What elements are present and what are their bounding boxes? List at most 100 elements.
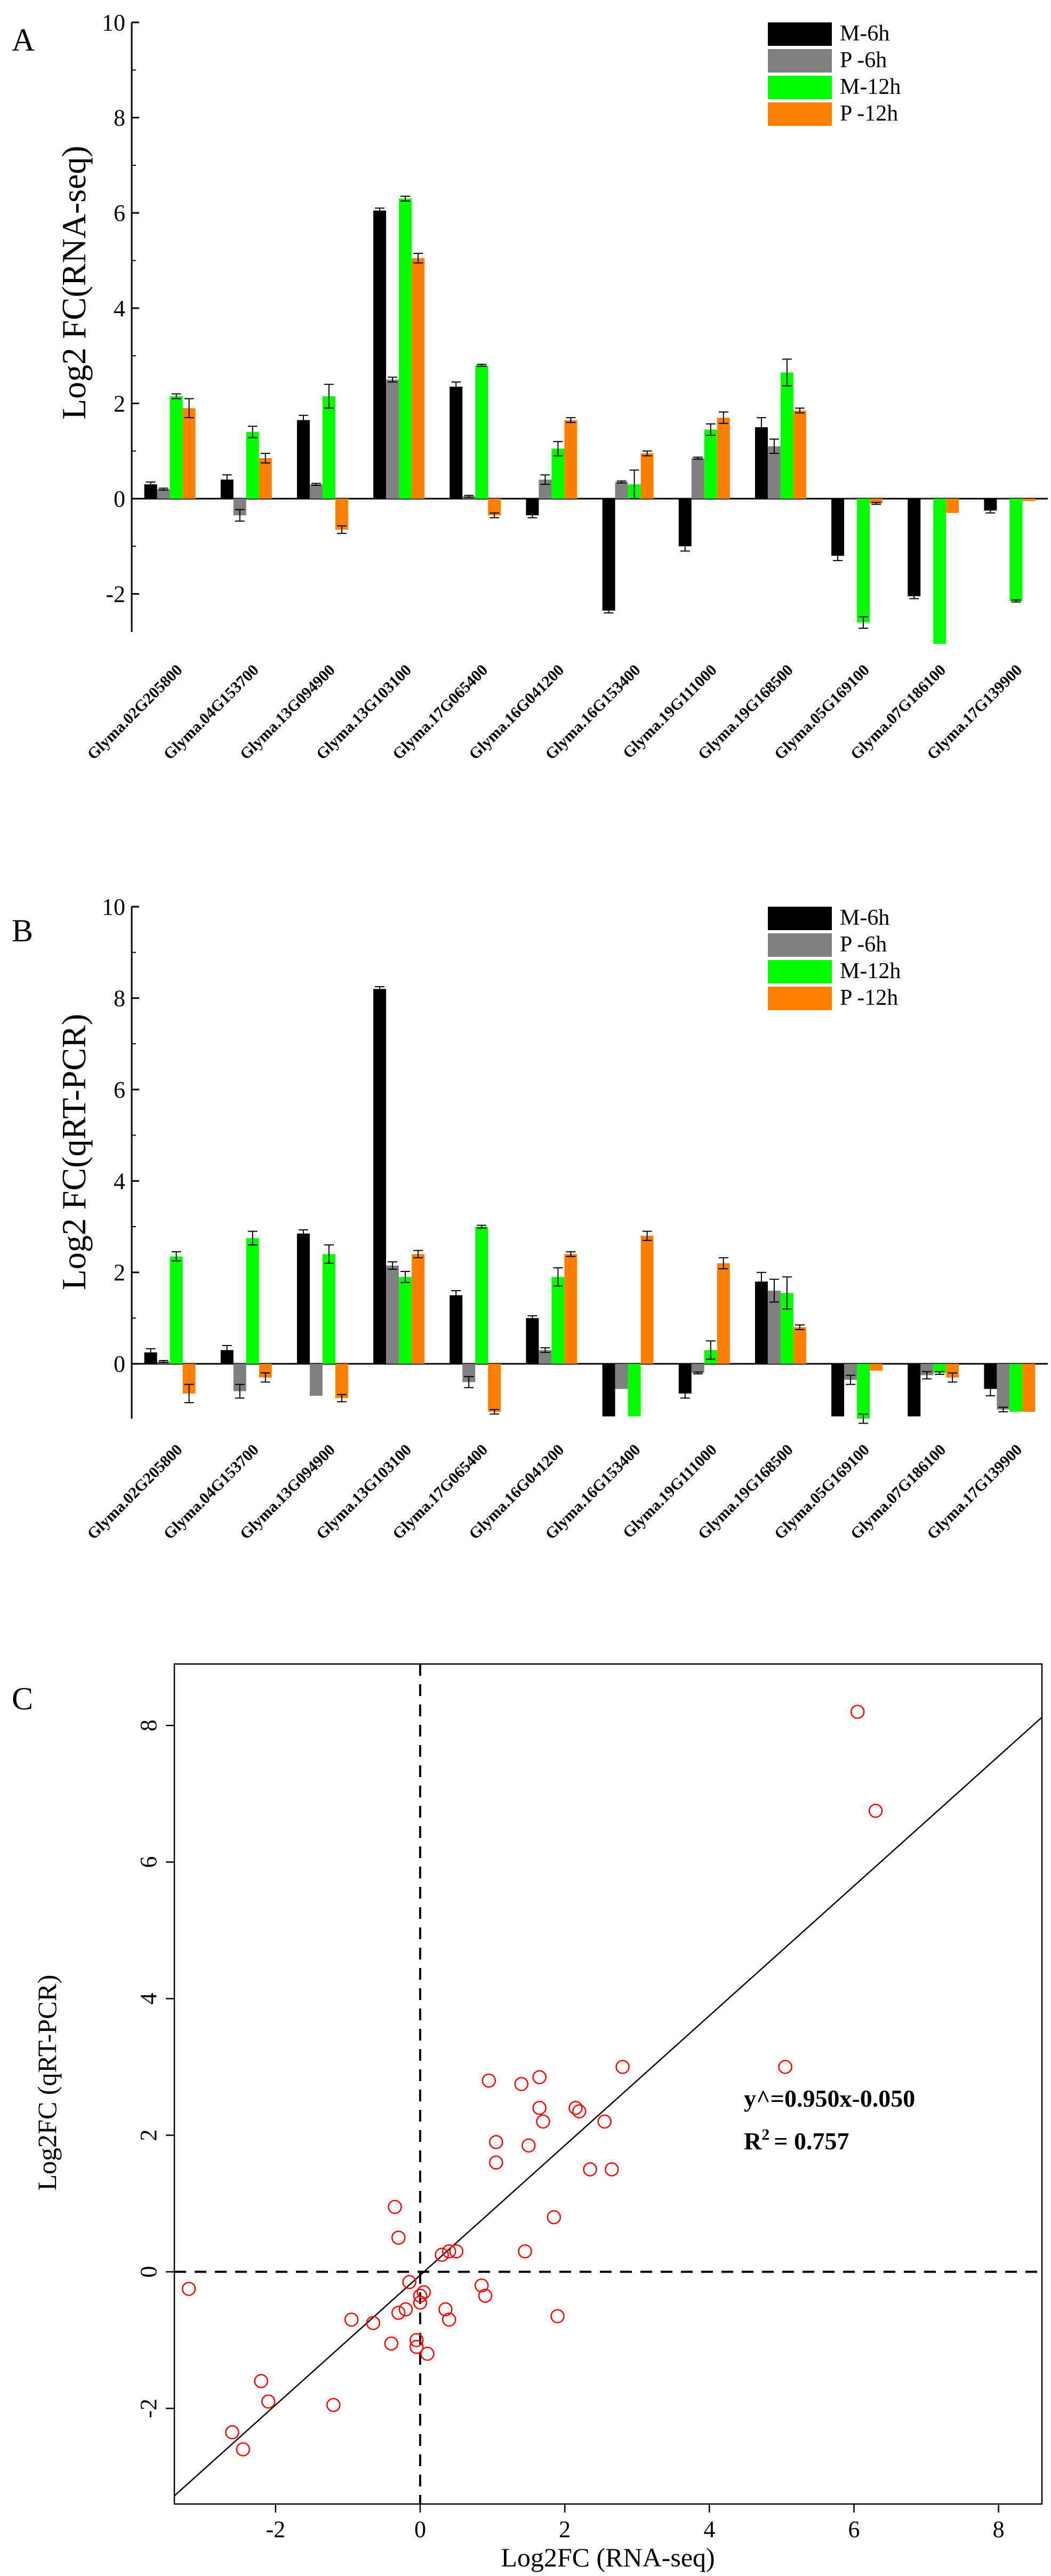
bar <box>602 498 615 611</box>
bar <box>908 498 921 597</box>
bar <box>373 210 387 499</box>
bar <box>793 410 806 499</box>
panel-a-label: A <box>12 22 35 58</box>
panel-c-y-axis-title: Log2FC (qRT-PCR) <box>32 1975 62 2191</box>
bar <box>984 498 997 511</box>
y-tick-label: 2 <box>114 1260 125 1286</box>
bar <box>157 489 170 499</box>
bar <box>870 498 883 503</box>
bar <box>412 258 425 499</box>
legend-swatch <box>768 933 832 957</box>
panel-a-bars <box>144 195 1036 644</box>
bar <box>182 408 196 499</box>
y-tick-label: -2 <box>135 2398 162 2418</box>
y-tick-label: 8 <box>114 985 125 1011</box>
legend-swatch <box>768 102 832 126</box>
bar <box>615 1364 628 1389</box>
scatter-point <box>181 2282 196 2296</box>
scatter-point <box>225 2425 239 2439</box>
legend-label: P -12h <box>840 986 898 1010</box>
y-tick-label: 8 <box>135 1719 162 1731</box>
y-tick-label: 0 <box>135 2266 162 2278</box>
bar <box>246 1238 259 1364</box>
panel-b-bars <box>144 986 1036 1424</box>
bar <box>246 431 259 499</box>
bar <box>691 1364 704 1373</box>
scatter-point <box>583 2162 597 2177</box>
x-tick-label: 8 <box>993 2516 1005 2542</box>
scatter-point <box>409 2340 424 2354</box>
scatter-point <box>413 2295 428 2310</box>
bar <box>450 387 463 499</box>
regression-equation: y^=0.950x-0.050 <box>744 2085 915 2112</box>
bar <box>259 458 272 499</box>
bar <box>933 1364 946 1373</box>
r-squared-symbol: R <box>744 2127 762 2155</box>
bar <box>717 1263 730 1364</box>
bar <box>144 1352 157 1364</box>
panel-b-bar-chart: B Log2 FC(qRT-PCR) 0246810Glyma.02G20580… <box>12 894 1048 1543</box>
y-tick-label: 0 <box>114 1351 125 1377</box>
bar <box>780 372 793 499</box>
y-tick-label: 6 <box>114 200 125 226</box>
scatter-point <box>261 2394 276 2409</box>
bar <box>386 379 399 499</box>
bar <box>767 1291 781 1364</box>
bar <box>450 1295 463 1364</box>
bar <box>933 498 946 644</box>
scatter-point <box>550 2309 565 2324</box>
panel-c-axes: -2 0 2 4 6 8 -2 0 2 4 6 8 <box>135 1664 1042 2542</box>
legend-label: M-12h <box>840 959 901 983</box>
bar <box>831 1364 845 1417</box>
scatter-point <box>568 2101 583 2115</box>
legend-label: P -6h <box>840 48 887 73</box>
panel-b-axes: 0246810Glyma.02G205800Glyma.04G153700Gly… <box>84 894 1048 1543</box>
scatter-point <box>402 2275 416 2290</box>
scatter-point <box>420 2347 435 2361</box>
scatter-point <box>388 2199 402 2214</box>
scatter-point <box>615 2060 630 2074</box>
scatter-point <box>474 2278 489 2293</box>
scatter-point <box>851 1705 865 1719</box>
scatter-point <box>597 2114 612 2129</box>
bar <box>373 989 387 1364</box>
bar <box>412 1254 425 1364</box>
y-tick-label: 10 <box>102 894 125 920</box>
bar <box>551 1277 565 1364</box>
scatter-point <box>514 2077 529 2091</box>
legend-swatch <box>768 22 832 46</box>
bar <box>386 1265 399 1364</box>
bar <box>475 1227 488 1364</box>
bar <box>322 1254 335 1364</box>
panel-b-label: B <box>12 913 33 948</box>
bar <box>602 1364 615 1417</box>
bar <box>551 449 565 499</box>
scatter-point <box>449 2244 464 2259</box>
bar <box>488 1364 501 1412</box>
legend-label: M-6h <box>840 906 889 930</box>
scatter-point <box>236 2442 251 2457</box>
bar <box>767 446 781 499</box>
bar <box>309 1364 323 1396</box>
r-squared-label: R2 = 0.757 <box>744 2126 849 2155</box>
bar <box>615 482 628 499</box>
y-tick-label: 8 <box>114 105 125 131</box>
x-tick-label: -2 <box>266 2516 285 2542</box>
scatter-point <box>547 2210 561 2225</box>
legend-label: M-6h <box>840 21 889 46</box>
bar <box>564 1254 577 1364</box>
x-tick-label: 4 <box>703 2516 715 2542</box>
bar <box>857 1364 870 1419</box>
y-tick-label: -2 <box>106 581 125 607</box>
x-tick-label: 6 <box>848 2516 860 2542</box>
bar <box>399 198 412 499</box>
bar <box>920 1364 934 1375</box>
scatter-point <box>254 2374 268 2388</box>
y-tick-label: 6 <box>135 1856 162 1868</box>
bar <box>335 1364 348 1398</box>
bar <box>997 1364 1010 1410</box>
scatter-point <box>326 2398 341 2412</box>
y-tick-label: 4 <box>135 1993 162 2004</box>
scatter-point <box>518 2244 532 2259</box>
